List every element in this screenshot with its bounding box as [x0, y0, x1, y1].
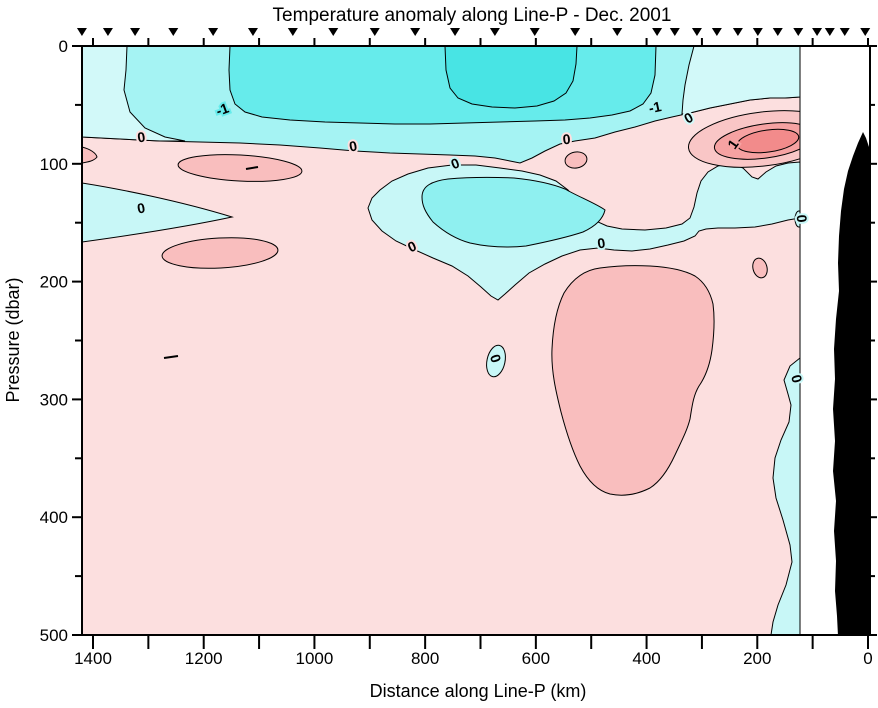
x-tick-label: 1400 — [74, 649, 112, 668]
y-tick-label: 300 — [40, 390, 68, 409]
station-marker-triangle — [328, 28, 339, 36]
contour-value-label: 0 — [562, 131, 571, 148]
station-marker-triangle — [130, 28, 141, 36]
x-axis-label: Distance along Line-P (km) — [370, 681, 587, 701]
contour-value-label: 0 — [794, 214, 811, 223]
fill-inshore-cool-strip — [770, 357, 800, 635]
x-axis-ticks-bottom — [92, 636, 869, 649]
tiny-contour-dash — [163, 355, 179, 359]
x-tick-label: 600 — [522, 649, 550, 668]
station-marker-triangle — [450, 28, 461, 36]
fill-warm-oval-3 — [564, 151, 588, 169]
fill-small-cool-oval — [486, 344, 506, 378]
fill-edge-tiny-oval — [794, 210, 800, 228]
fill-middepth-cool-inner — [421, 176, 606, 248]
station-marker-triangle — [102, 28, 113, 36]
fill-deep-warm-blob — [551, 265, 715, 496]
x-tick-label: 1200 — [185, 649, 223, 668]
station-marker-triangle — [772, 28, 783, 36]
station-marker-triangle — [410, 28, 421, 36]
y-tick-labels: 0 100 200 300 400 500 — [40, 37, 68, 645]
y-tick-label: 100 — [40, 155, 68, 174]
fill-warm-ring-core — [736, 128, 800, 154]
station-marker-triangle — [752, 28, 763, 36]
station-marker-triangle — [489, 28, 500, 36]
y-tick-label: 0 — [59, 37, 68, 56]
y-tick-label: 200 — [40, 273, 68, 292]
station-marker-triangle — [612, 28, 623, 36]
fill-topright-pale — [681, 46, 800, 115]
contour-fills — [82, 46, 800, 635]
fill-minus1-region — [228, 46, 657, 125]
station-marker-triangle — [860, 28, 871, 36]
bathymetry-silhouette — [833, 132, 870, 636]
fill-warm-oval-4 — [752, 257, 768, 279]
station-marker-triangle — [76, 28, 87, 36]
x-tick-labels: 1400 1200 1000 800 600 400 200 0 — [74, 649, 873, 668]
y-tick-label: 500 — [40, 626, 68, 645]
x-axis-ticks-top — [92, 38, 869, 46]
contour-value-label: -1 — [647, 98, 663, 116]
x-tick-label: 800 — [411, 649, 439, 668]
y-axis-ticks-right — [870, 45, 877, 636]
station-marker-triangle — [529, 28, 540, 36]
y-axis-ticks-left — [72, 45, 82, 636]
station-marker-triangle — [652, 28, 663, 36]
fill-left-cool-wedge — [82, 182, 234, 243]
station-marker-triangle — [732, 28, 743, 36]
tiny-contour-dash — [245, 166, 259, 170]
y-axis-label: Pressure (dbar) — [3, 277, 23, 402]
station-marker-triangle — [247, 28, 258, 36]
station-marker-triangle — [168, 28, 179, 36]
y-tick-label: 400 — [40, 508, 68, 527]
station-marker-triangle — [711, 28, 722, 36]
fill-left-edge-warm — [82, 146, 98, 164]
station-marker-triangle — [824, 28, 835, 36]
fill-warm-oval-2 — [161, 237, 279, 269]
station-marker-triangle — [287, 28, 298, 36]
station-marker-triangle — [793, 28, 804, 36]
station-marker-triangle — [839, 28, 850, 36]
tiny-contour-dashes — [163, 166, 259, 359]
x-tick-label: 200 — [743, 649, 771, 668]
station-marker-triangle — [669, 28, 680, 36]
fill-corner-pale — [82, 46, 186, 142]
station-markers — [76, 28, 871, 36]
fill-warm-oval-1 — [177, 154, 303, 182]
station-marker-triangle — [208, 28, 219, 36]
station-marker-triangle — [691, 28, 702, 36]
x-tick-label: 400 — [632, 649, 660, 668]
station-marker-triangle — [812, 28, 823, 36]
station-marker-triangle — [369, 28, 380, 36]
fill-cool-core — [444, 46, 578, 109]
station-marker-triangle — [570, 28, 581, 36]
chart-title: Temperature anomaly along Line-P - Dec. … — [273, 5, 672, 26]
x-tick-label: 1000 — [296, 649, 334, 668]
x-tick-label: 0 — [863, 649, 872, 668]
